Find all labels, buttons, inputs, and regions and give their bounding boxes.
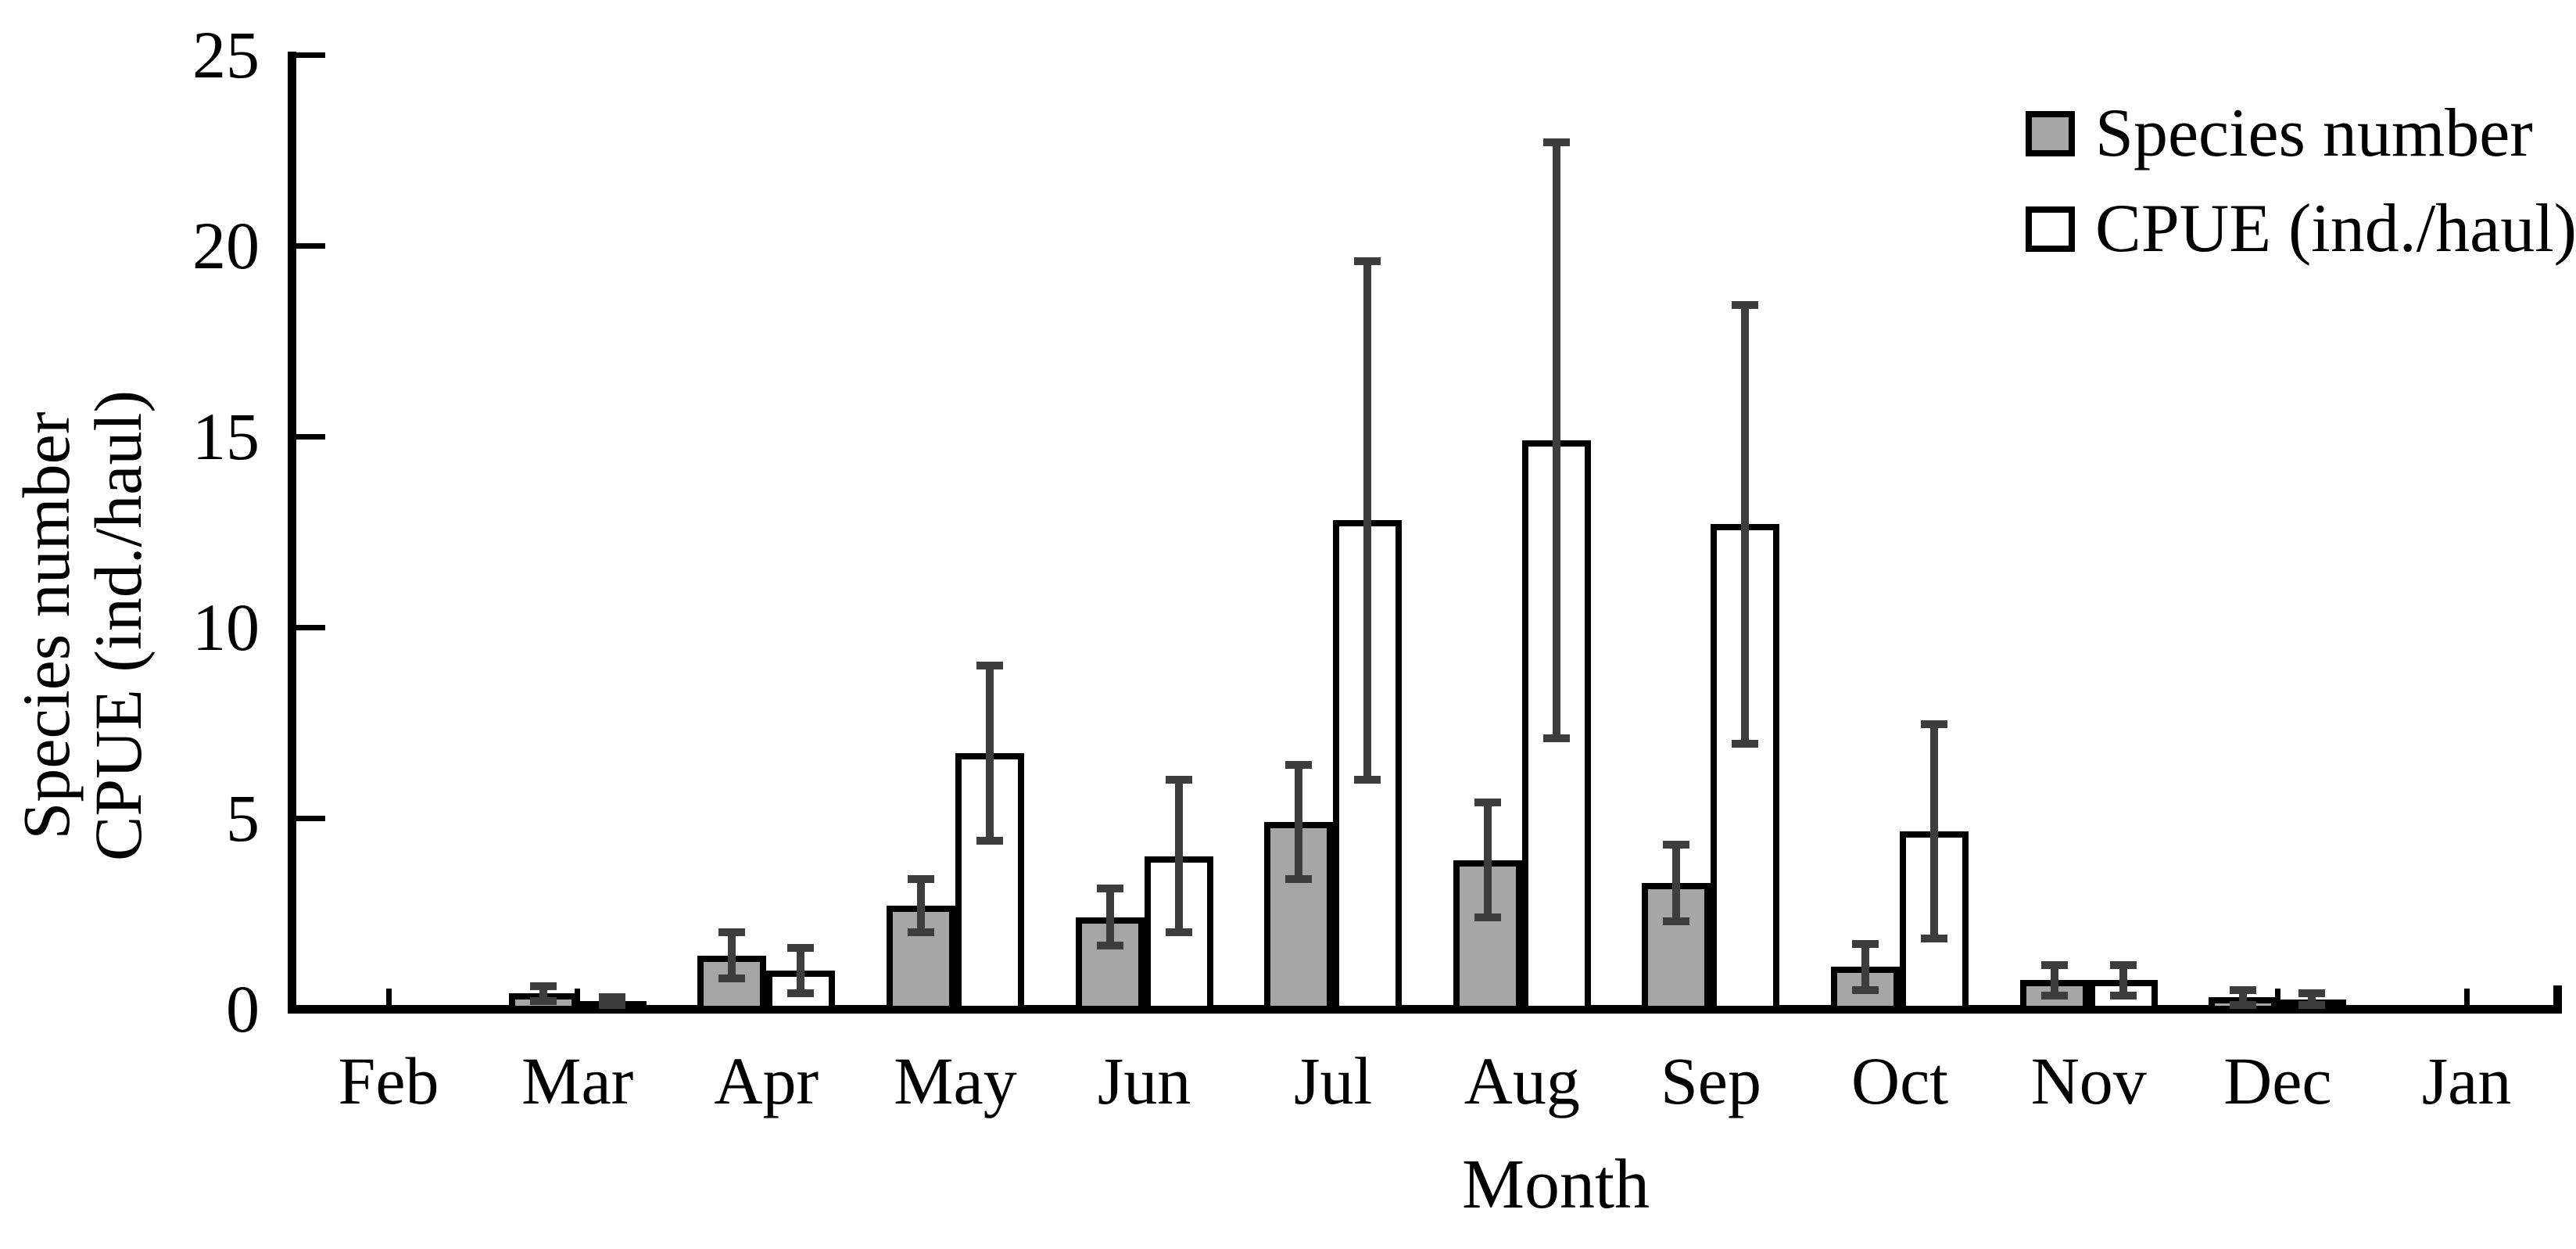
error-bar-species-dec-stem xyxy=(2239,989,2248,1006)
error-bar-cpue-jul-stem xyxy=(1363,260,1372,781)
x-tick-label-jul: Jul xyxy=(1294,1043,1373,1118)
error-bar-cpue-jun-cap-top xyxy=(1165,776,1192,784)
error-bar-cpue-oct-cap-bottom xyxy=(1921,934,1948,942)
error-bar-cpue-sep-cap-top xyxy=(1732,300,1759,309)
x-axis-line xyxy=(287,1004,2562,1014)
x-tick-label-nov: Nov xyxy=(2030,1043,2147,1118)
error-bar-species-sep-stem xyxy=(1672,845,1681,921)
y-axis-tick xyxy=(296,242,325,249)
y-tick-label: 25 xyxy=(192,17,260,92)
x-tick-label-dec: Dec xyxy=(2223,1043,2332,1118)
error-bar-cpue-apr-stem xyxy=(797,947,805,994)
legend-label-species-number: Species number xyxy=(2095,95,2533,171)
error-bar-cpue-sep-stem xyxy=(1741,304,1750,744)
x-tick-label-sep: Sep xyxy=(1660,1043,1761,1118)
error-bar-species-oct-cap-top xyxy=(1852,940,1879,949)
error-bar-cpue-aug-cap-top xyxy=(1542,138,1570,147)
error-bar-species-dec-cap-bottom xyxy=(2230,1001,2257,1010)
y-axis-line xyxy=(287,52,296,1014)
error-bar-species-mar-cap-bottom xyxy=(529,997,557,1006)
error-bar-species-sep-cap-bottom xyxy=(1663,917,1690,925)
error-bar-cpue-may-cap-bottom xyxy=(976,837,1003,845)
error-bar-species-mar-cap-top xyxy=(529,982,557,990)
error-bar-cpue-mar-cap-bottom xyxy=(598,1001,625,1010)
x-axis-end-stub xyxy=(2553,985,2562,1009)
y-axis-tick xyxy=(296,52,325,58)
error-bar-cpue-apr-cap-bottom xyxy=(787,989,815,998)
x-axis-tick xyxy=(575,989,581,1009)
error-bar-species-jun-cap-bottom xyxy=(1096,942,1123,950)
error-bar-cpue-nov-cap-bottom xyxy=(2109,991,2137,1000)
error-bar-species-mar-stem xyxy=(539,985,547,1002)
legend-swatch-species-number xyxy=(2026,111,2075,156)
error-bar-cpue-sep-cap-bottom xyxy=(1732,739,1759,748)
error-bar-cpue-dec-cap-top xyxy=(2298,989,2326,998)
error-bar-species-may-cap-top xyxy=(907,875,934,884)
error-bar-species-nov-stem xyxy=(2050,964,2058,996)
error-bar-species-may-cap-bottom xyxy=(907,928,934,937)
legend-label-cpue: CPUE (ind./haul) xyxy=(2095,191,2576,267)
error-bar-species-nov-cap-top xyxy=(2040,960,2068,969)
error-bar-cpue-aug-cap-bottom xyxy=(1542,734,1570,742)
error-bar-cpue-dec-stem xyxy=(2308,993,2316,1006)
y-tick-label: 15 xyxy=(192,399,260,474)
error-bar-cpue-jun-cap-bottom xyxy=(1165,928,1192,937)
y-axis-tick xyxy=(296,624,325,630)
y-tick-label: 20 xyxy=(192,208,260,283)
error-bar-species-apr-cap-bottom xyxy=(718,974,746,982)
x-tick-label-aug: Aug xyxy=(1464,1043,1580,1118)
x-tick-label-feb: Feb xyxy=(338,1043,439,1118)
error-bar-cpue-aug-stem xyxy=(1552,142,1560,738)
error-bar-species-may-stem xyxy=(916,879,925,933)
error-bar-species-jun-cap-top xyxy=(1096,885,1123,893)
error-bar-species-jun-stem xyxy=(1105,888,1114,946)
x-tick-label-jun: Jun xyxy=(1097,1043,1191,1118)
y-tick-label: 0 xyxy=(226,971,260,1046)
error-bar-species-apr-stem xyxy=(728,932,736,978)
error-bar-species-sep-cap-top xyxy=(1663,841,1690,849)
x-axis-tick xyxy=(2274,989,2280,1009)
error-bar-cpue-nov-stem xyxy=(2119,964,2127,996)
error-bar-cpue-nov-cap-top xyxy=(2109,960,2137,969)
y-axis-tick xyxy=(296,815,325,821)
y-tick-label: 5 xyxy=(226,781,260,856)
error-bar-species-aug-cap-bottom xyxy=(1474,913,1501,921)
x-tick-label-may: May xyxy=(894,1043,1017,1118)
error-bar-cpue-may-cap-top xyxy=(976,661,1003,669)
error-bar-cpue-oct-cap-top xyxy=(1921,720,1948,729)
y-tick-label: 10 xyxy=(192,590,260,665)
x-tick-label-oct: Oct xyxy=(1851,1043,1949,1118)
error-bar-species-nov-cap-bottom xyxy=(2040,991,2068,1000)
error-bar-cpue-mar-cap-top xyxy=(598,993,625,1002)
legend-swatch-cpue xyxy=(2026,206,2075,252)
error-bar-cpue-oct-stem xyxy=(1930,724,1939,939)
x-tick-label-mar: Mar xyxy=(521,1043,634,1118)
y-axis-tick xyxy=(296,433,325,440)
error-bar-species-aug-stem xyxy=(1483,802,1492,917)
legend-row-species: Species number xyxy=(2026,99,2533,168)
error-bar-species-oct-cap-bottom xyxy=(1852,985,1879,994)
error-bar-species-oct-stem xyxy=(1861,944,1870,990)
error-bar-cpue-jul-cap-bottom xyxy=(1354,776,1381,784)
x-axis-tick xyxy=(2463,989,2470,1009)
legend-row-cpue: CPUE (ind./haul) xyxy=(2026,195,2576,264)
error-bar-species-jul-stem xyxy=(1295,764,1303,880)
error-bar-cpue-may-stem xyxy=(985,665,994,842)
error-bar-species-jul-cap-bottom xyxy=(1285,875,1313,884)
error-bar-cpue-dec-cap-bottom xyxy=(2298,1001,2326,1010)
x-axis-title: Month xyxy=(1461,1146,1650,1223)
error-bar-species-jul-cap-top xyxy=(1285,760,1313,769)
y-axis-label-line1: Species number xyxy=(9,411,84,840)
error-bar-species-aug-cap-top xyxy=(1474,799,1501,807)
error-bar-species-apr-cap-top xyxy=(718,928,746,937)
error-bar-cpue-jul-cap-top xyxy=(1354,257,1381,265)
x-axis-tick xyxy=(385,989,392,1009)
error-bar-cpue-jun-stem xyxy=(1174,780,1183,933)
x-tick-label-jan: Jan xyxy=(2421,1043,2512,1118)
error-bar-species-dec-cap-top xyxy=(2230,985,2257,994)
error-bar-cpue-apr-cap-top xyxy=(787,943,815,952)
x-tick-label-apr: Apr xyxy=(714,1043,819,1118)
